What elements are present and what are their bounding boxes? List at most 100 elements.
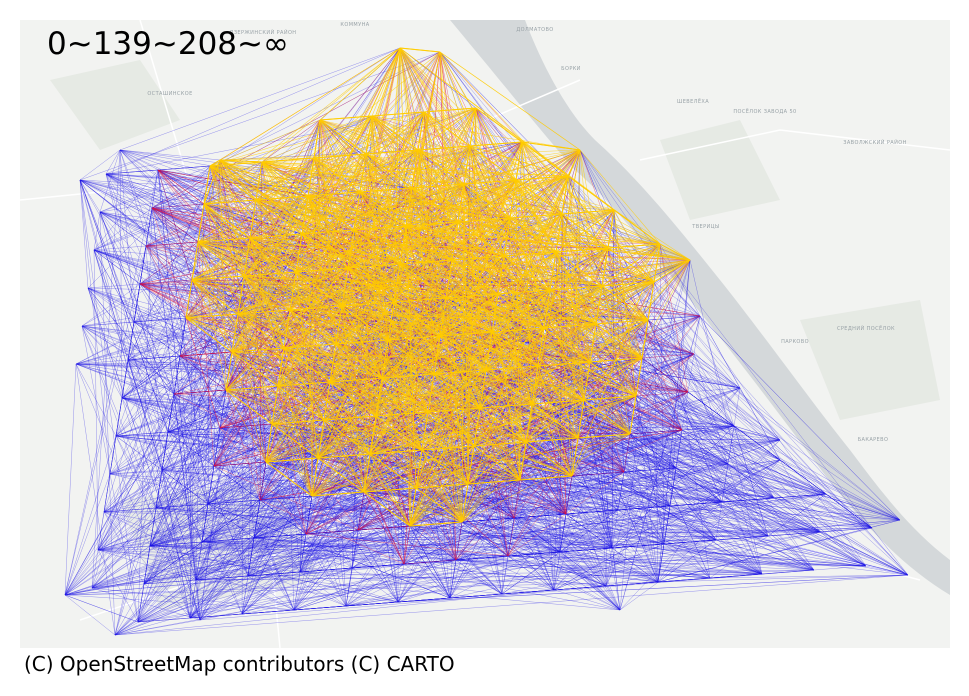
flow-edge	[319, 115, 373, 121]
flow-edge	[277, 381, 331, 387]
map-canvas[interactable]: КОММУНА ДЗЕРЖИНСКИЙ РАЙОН ДОЛМАТОВО БОРК…	[20, 20, 950, 648]
flow-edge	[571, 433, 631, 477]
flow-edge	[773, 493, 827, 499]
river	[450, 20, 950, 595]
flow-edge	[259, 499, 621, 611]
flow-edge	[635, 395, 909, 576]
flow-edge	[381, 373, 435, 379]
flow-edge	[543, 327, 591, 363]
place-label: ДОЛМАТОВО	[516, 27, 553, 33]
flow-edge	[277, 385, 325, 421]
flow-edge	[467, 445, 475, 485]
flow-edge	[219, 47, 401, 161]
flow-edge	[595, 319, 649, 325]
flow-edge	[399, 259, 453, 265]
flow-edge	[329, 343, 337, 383]
flow-edge	[525, 441, 573, 477]
flow-edge	[219, 159, 499, 295]
flow-edge	[79, 179, 301, 573]
flow-edge	[607, 243, 661, 249]
flow-edge	[579, 149, 909, 576]
flow-edge	[97, 283, 141, 551]
flow-edge	[421, 449, 469, 485]
flow-edge	[641, 315, 701, 359]
flow-edge	[369, 449, 423, 455]
flow-edge	[537, 365, 585, 401]
flow-edge	[405, 225, 453, 261]
flow-edge	[189, 581, 659, 619]
flow-edge	[399, 47, 441, 53]
flow-edge	[439, 51, 453, 261]
flow-edge	[301, 229, 355, 235]
flow-edge	[409, 487, 417, 527]
flow-edge	[353, 47, 401, 231]
flow-edge	[243, 275, 291, 311]
flow-edge	[405, 221, 459, 227]
flow-edge	[119, 47, 401, 151]
flow-edge	[433, 369, 487, 375]
flow-edge	[549, 289, 597, 325]
flow-edge	[363, 491, 411, 527]
flow-edge	[583, 395, 637, 401]
flow-edge	[715, 539, 909, 576]
flow-edge	[319, 119, 367, 155]
flow-edge	[119, 149, 123, 399]
flow-edge	[371, 111, 425, 117]
flow-edge	[243, 271, 297, 277]
flow-edge	[497, 255, 505, 295]
flow-edge	[445, 293, 499, 299]
flow-edge	[537, 361, 591, 367]
flow-edge	[423, 107, 477, 113]
flow-edge	[515, 179, 563, 215]
flow-edge	[261, 157, 315, 163]
flow-edge	[607, 247, 655, 283]
flow-edge	[455, 559, 711, 579]
flow-edge	[347, 263, 401, 269]
flow-edge	[119, 149, 135, 323]
flow-edge	[143, 531, 821, 585]
flow-edge	[289, 305, 343, 311]
flow-edge	[657, 463, 729, 583]
flow-edge	[249, 199, 257, 239]
flow-edge	[225, 389, 261, 501]
flow-edge	[341, 305, 389, 341]
flow-edge	[411, 187, 459, 223]
flow-edge	[313, 119, 321, 159]
flow-edge	[427, 373, 435, 413]
flow-edge	[657, 519, 901, 583]
attribution: (C) OpenStreetMap contributors (C) CARTO	[24, 652, 455, 676]
flow-edge	[359, 187, 413, 193]
flow-edge	[475, 107, 523, 143]
flow-edge	[503, 149, 581, 257]
flow-edge	[519, 475, 573, 481]
flow-edge	[433, 335, 441, 375]
flow-edge	[283, 343, 337, 349]
flow-edge	[137, 555, 509, 623]
flow-edge	[271, 259, 691, 425]
flow-edge	[393, 297, 447, 303]
flow-edge	[491, 293, 499, 333]
flow-edge	[469, 145, 517, 181]
flow-edge	[289, 271, 297, 311]
flow-edge	[185, 279, 193, 319]
flow-edge	[295, 233, 303, 273]
flow-edge	[119, 149, 221, 161]
flow-edge	[209, 165, 257, 201]
flow-edge	[439, 331, 493, 337]
flow-edge	[197, 203, 205, 243]
flow-edge	[709, 574, 909, 579]
flow-edge	[64, 594, 116, 636]
flow-edge	[509, 217, 557, 253]
flow-edge	[259, 499, 405, 565]
flow-edge	[185, 313, 239, 319]
place-label: ПАРКОВО	[781, 339, 809, 345]
flow-edge	[531, 399, 585, 405]
legend-title: 0~139~208~∞	[47, 26, 289, 62]
flow-edge	[463, 179, 517, 185]
flow-edge	[427, 411, 475, 447]
flow-edge	[329, 149, 581, 383]
flow-edge	[543, 289, 551, 329]
flow-edge	[773, 497, 873, 529]
flow-edge	[399, 47, 481, 409]
flow-edge	[203, 159, 221, 205]
